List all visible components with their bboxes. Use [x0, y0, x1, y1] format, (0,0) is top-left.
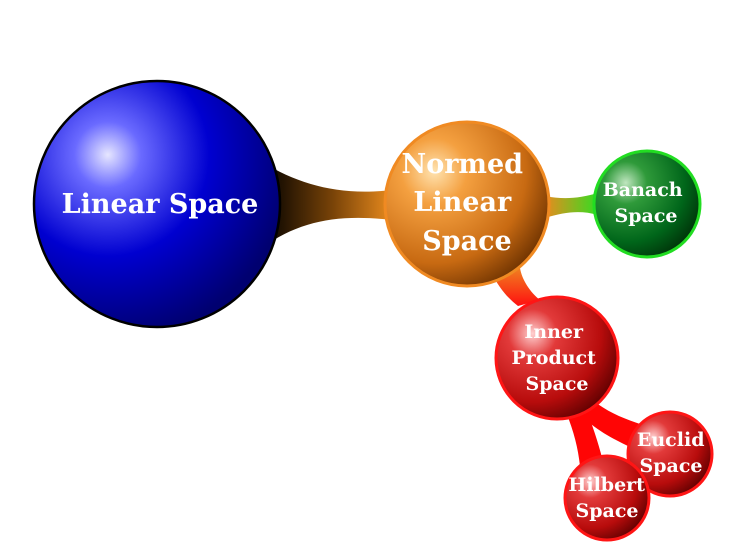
node-hilbert-space[interactable]: Hilbert Space [565, 456, 652, 540]
node-banach-space[interactable]: Banach Space [594, 151, 700, 257]
node-linear-space[interactable]: Linear Space [34, 81, 280, 327]
node-normed-linear-space[interactable]: Normed Linear Space [385, 122, 549, 286]
node-inner-product-space[interactable]: Inner Product Space [496, 297, 618, 419]
node-linear-space-label: Linear Space [62, 189, 259, 220]
connector-linear-normed [262, 162, 392, 248]
connector-normed-banach [545, 193, 598, 218]
